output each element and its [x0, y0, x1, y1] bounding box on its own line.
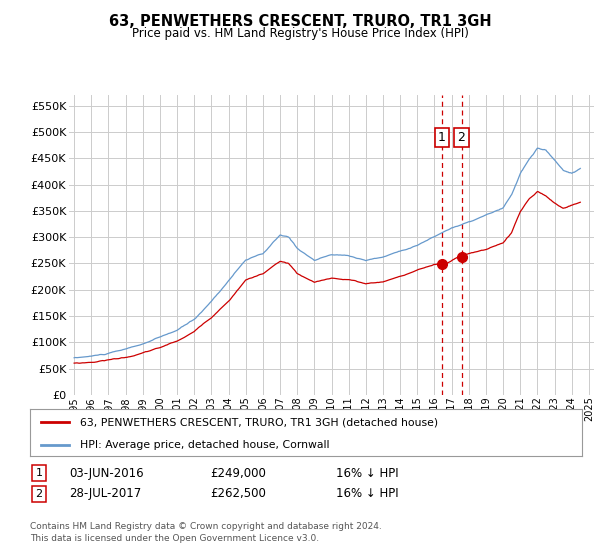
Text: £249,000: £249,000	[210, 466, 266, 480]
Text: 63, PENWETHERS CRESCENT, TRURO, TR1 3GH: 63, PENWETHERS CRESCENT, TRURO, TR1 3GH	[109, 14, 491, 29]
Text: Price paid vs. HM Land Registry's House Price Index (HPI): Price paid vs. HM Land Registry's House …	[131, 27, 469, 40]
Text: 16% ↓ HPI: 16% ↓ HPI	[336, 466, 398, 480]
Text: 16% ↓ HPI: 16% ↓ HPI	[336, 487, 398, 501]
Text: HPI: Average price, detached house, Cornwall: HPI: Average price, detached house, Corn…	[80, 440, 329, 450]
Text: 2: 2	[458, 130, 466, 144]
Text: 63, PENWETHERS CRESCENT, TRURO, TR1 3GH (detached house): 63, PENWETHERS CRESCENT, TRURO, TR1 3GH …	[80, 417, 438, 427]
Text: 03-JUN-2016: 03-JUN-2016	[69, 466, 143, 480]
Text: 1: 1	[35, 468, 43, 478]
Text: 2: 2	[35, 489, 43, 499]
Text: £262,500: £262,500	[210, 487, 266, 501]
Text: 1: 1	[438, 130, 446, 144]
Text: 28-JUL-2017: 28-JUL-2017	[69, 487, 141, 501]
Text: Contains HM Land Registry data © Crown copyright and database right 2024.
This d: Contains HM Land Registry data © Crown c…	[30, 522, 382, 543]
